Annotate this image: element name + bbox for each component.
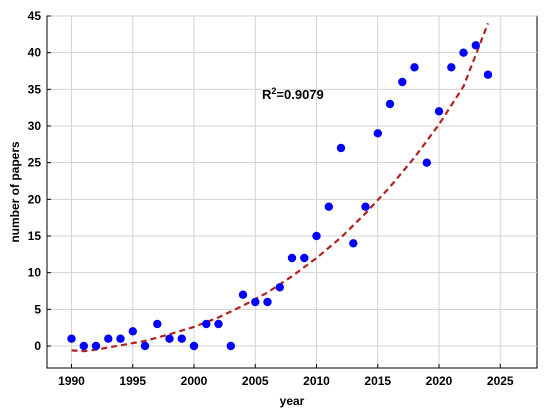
x-tick-label: 1995 [119, 374, 146, 388]
data-point [483, 70, 493, 79]
data-point [471, 41, 480, 50]
data-point [361, 202, 370, 211]
data-point [165, 334, 174, 343]
data-point [189, 341, 199, 351]
data-point [447, 63, 456, 72]
data-points [67, 41, 493, 351]
data-point [177, 334, 186, 343]
data-point [300, 253, 309, 263]
data-point [373, 129, 382, 138]
r-squared-value: =0.9079 [276, 87, 323, 102]
data-point [202, 319, 211, 329]
r-squared-exponent: 2 [271, 86, 276, 96]
data-point [128, 327, 137, 336]
data-point [140, 341, 150, 351]
y-tick-label: 40 [28, 46, 42, 60]
y-tick-label: 10 [28, 266, 42, 280]
y-tick-label: 0 [34, 339, 41, 353]
data-point [349, 239, 358, 248]
data-point [79, 341, 89, 351]
y-tick-label: 25 [28, 156, 42, 170]
y-tick-label: 35 [28, 82, 42, 96]
y-tick-label: 20 [28, 192, 42, 206]
y-tick-label: 30 [28, 119, 42, 133]
y-tick-label: 5 [34, 302, 41, 316]
data-point [324, 202, 333, 211]
y-tick-label: 45 [28, 9, 42, 23]
data-point [226, 341, 235, 351]
x-tick-label: 1990 [58, 374, 85, 388]
x-tick-label: 2000 [181, 374, 208, 388]
data-point [153, 319, 162, 329]
x-tick-label: 2020 [426, 374, 453, 388]
ticks: 1990 1995 2000 2005 2010 2015 2020 202505101520… [28, 9, 514, 388]
plot-frame [46, 15, 538, 369]
data-point [104, 334, 113, 343]
data-point [251, 297, 260, 307]
x-axis-label: year [280, 394, 305, 408]
data-point [336, 143, 346, 153]
grid [47, 15, 537, 368]
x-tick-label: 2015 [364, 374, 391, 388]
data-point [312, 231, 321, 241]
y-tick-label: 15 [28, 229, 42, 243]
data-point [385, 99, 395, 109]
x-tick-label: 2025 [487, 374, 514, 388]
data-point [238, 290, 248, 299]
data-point [116, 334, 125, 343]
x-tick-label: 2005 [242, 374, 269, 388]
data-point [410, 63, 419, 72]
data-point [398, 77, 407, 87]
data-point [434, 107, 444, 116]
x-tick-label: 2010 [303, 374, 330, 388]
data-point [214, 319, 223, 329]
data-point [287, 253, 297, 263]
data-point [422, 158, 431, 167]
data-point [275, 283, 284, 292]
y-axis-label: number of papers [8, 141, 22, 243]
r-squared-annotation: R2=0.9079 [262, 86, 324, 102]
data-point [263, 297, 272, 307]
data-point [459, 48, 468, 57]
data-point [91, 341, 101, 351]
data-point [67, 334, 76, 343]
r-squared-prefix: R [262, 87, 272, 102]
